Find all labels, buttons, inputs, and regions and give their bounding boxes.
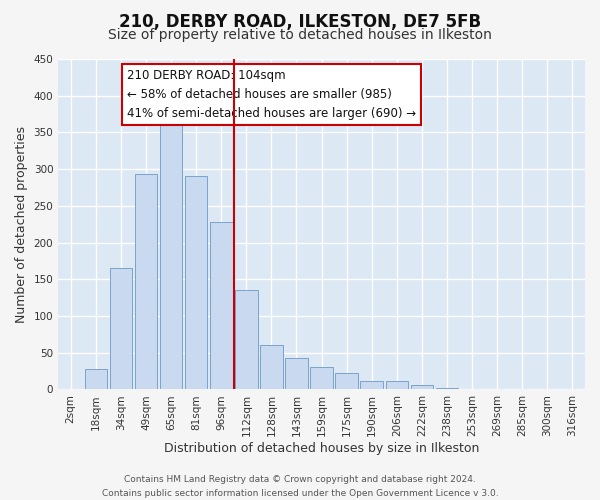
X-axis label: Distribution of detached houses by size in Ilkeston: Distribution of detached houses by size …: [164, 442, 479, 455]
Bar: [436, 388, 458, 390]
Bar: [461, 388, 484, 390]
Bar: [110, 268, 132, 390]
Text: 210 DERBY ROAD: 104sqm
← 58% of detached houses are smaller (985)
41% of semi-de: 210 DERBY ROAD: 104sqm ← 58% of detached…: [127, 69, 416, 120]
Bar: [85, 369, 107, 390]
Bar: [386, 382, 408, 390]
Bar: [310, 368, 333, 390]
Bar: [361, 382, 383, 390]
Bar: [160, 118, 182, 390]
Text: Size of property relative to detached houses in Ilkeston: Size of property relative to detached ho…: [108, 28, 492, 42]
Bar: [335, 374, 358, 390]
Bar: [210, 222, 233, 390]
Bar: [260, 346, 283, 390]
Bar: [134, 174, 157, 390]
Bar: [285, 358, 308, 390]
Bar: [410, 385, 433, 390]
Text: 210, DERBY ROAD, ILKESTON, DE7 5FB: 210, DERBY ROAD, ILKESTON, DE7 5FB: [119, 12, 481, 30]
Bar: [59, 388, 82, 390]
Text: Contains HM Land Registry data © Crown copyright and database right 2024.
Contai: Contains HM Land Registry data © Crown c…: [101, 476, 499, 498]
Bar: [235, 290, 257, 390]
Y-axis label: Number of detached properties: Number of detached properties: [15, 126, 28, 322]
Bar: [185, 176, 208, 390]
